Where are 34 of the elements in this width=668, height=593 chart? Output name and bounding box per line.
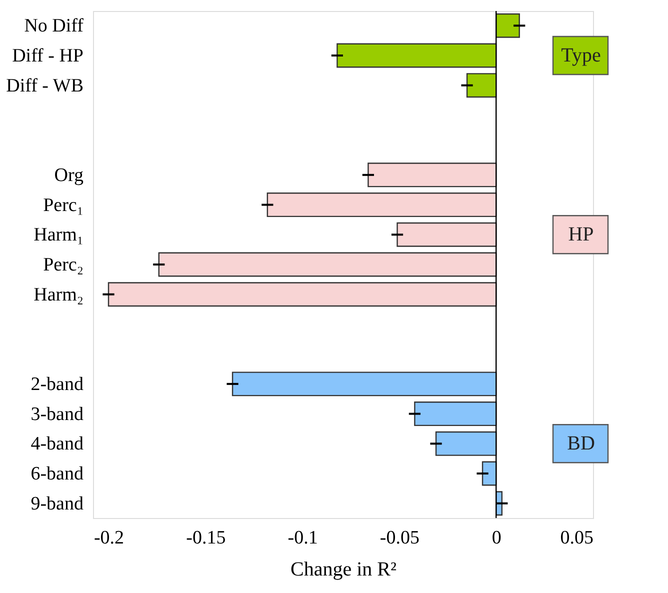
y-tick-label: 2-band: [30, 374, 84, 395]
bar: [435, 431, 497, 456]
bar: [466, 73, 497, 98]
bar: [158, 252, 497, 277]
bar: [232, 372, 497, 396]
y-tick-label: Diff - WB: [6, 75, 84, 96]
y-tick-label: 6-band: [30, 464, 84, 485]
y-tick-label: No Diff: [24, 16, 84, 37]
text: BD: [567, 432, 595, 455]
bar: [396, 222, 497, 247]
bar: [336, 43, 497, 68]
y-tick-label: Perc₁: [43, 194, 84, 216]
y-tick-label: 4-band: [30, 434, 84, 455]
x-tick-label: -0.2: [94, 528, 124, 548]
bar: [496, 13, 520, 38]
text: Type: [561, 44, 601, 66]
y-tick-label: Org: [54, 164, 84, 186]
bar: [108, 282, 497, 307]
text: HP: [568, 224, 594, 246]
x-axis-title: Change in R²: [290, 558, 396, 580]
bar: [368, 162, 497, 188]
x-tick-label: -0.05: [380, 528, 420, 548]
x-tick-label: -0.1: [288, 528, 318, 548]
x-tick-label: -0.15: [186, 528, 226, 548]
x-tick-label: 0.05: [560, 528, 594, 548]
y-tick-label: Diff - HP: [12, 45, 84, 66]
x-tick-label: 0: [492, 528, 502, 548]
y-tick-label: Perc₂: [43, 254, 84, 276]
bar: [266, 192, 497, 218]
y-tick-label: 9-band: [30, 493, 84, 514]
y-tick-label: Harm₂: [34, 284, 84, 306]
y-tick-label: Harm₁: [34, 224, 84, 246]
y-tick-label: 3-band: [30, 404, 84, 425]
bar: [414, 402, 497, 426]
